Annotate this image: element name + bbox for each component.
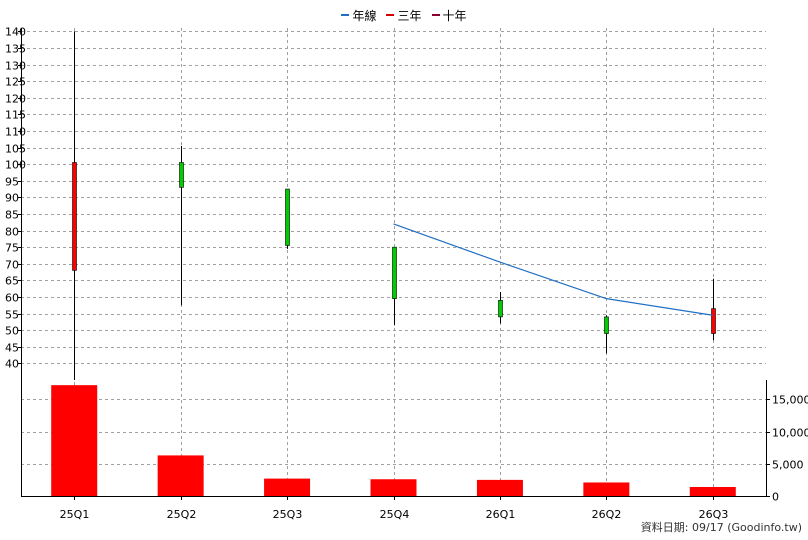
category-label: 25Q1 — [60, 508, 90, 521]
chart-legend: 年線 三年 十年 — [0, 6, 808, 24]
volume-bar — [476, 479, 523, 496]
price-tick-label: 125 — [5, 76, 26, 89]
price-tick-label: 55 — [5, 309, 19, 322]
candle-body — [72, 162, 77, 271]
price-tick-label: 85 — [5, 209, 19, 222]
price-tick-label: 70 — [5, 259, 19, 272]
price-tick-label: 105 — [5, 143, 26, 156]
category-label: 25Q2 — [167, 508, 197, 521]
legend-label-ten-year: 十年 — [442, 8, 467, 23]
price-tick-label: 90 — [5, 192, 19, 205]
candle-body — [604, 316, 609, 334]
legend-swatch-year-line — [341, 14, 350, 16]
price-tick-label: 65 — [5, 275, 19, 288]
data-date-note: 資料日期: 09/17 (Goodinfo.tw) — [640, 521, 802, 534]
price-tick-label: 110 — [5, 126, 26, 139]
price-tick-label: 80 — [5, 226, 19, 239]
year-line-series — [393, 223, 713, 316]
price-tick-label: 45 — [5, 342, 19, 355]
category-label: 26Q1 — [486, 508, 516, 521]
price-tick-label: 40 — [5, 358, 19, 371]
price-tick-label: 100 — [5, 159, 26, 172]
candle-body — [711, 308, 716, 334]
legend-swatch-ten-year — [431, 14, 440, 16]
price-tick-label: 130 — [5, 60, 26, 73]
price-tick-label: 140 — [5, 26, 26, 39]
category-label: 25Q3 — [273, 508, 303, 521]
category-label: 26Q3 — [699, 508, 729, 521]
legend-item-ten-year: 十年 — [431, 7, 467, 24]
volume-bar — [264, 478, 311, 496]
price-tick-label: 75 — [5, 242, 19, 255]
volume-tick-label: 15,000 — [772, 394, 808, 407]
volume-tick-label: 0 — [772, 491, 779, 504]
volume-tick-label: 5,000 — [772, 459, 804, 472]
volume-bar — [689, 486, 736, 496]
price-tick-label: 60 — [5, 292, 19, 305]
candle-body — [285, 188, 290, 246]
legend-label-year-line: 年線 — [352, 8, 377, 23]
volume-bar — [370, 479, 417, 496]
volume-tick-label: 10,000 — [772, 427, 808, 440]
candle-body — [498, 300, 503, 318]
volume-bar — [51, 385, 98, 496]
price-tick-label: 135 — [5, 43, 26, 56]
legend-label-three-year: 三年 — [397, 8, 422, 23]
price-tick-label: 120 — [5, 93, 26, 106]
price-tick-label: 50 — [5, 325, 19, 338]
legend-item-year-line: 年線 — [341, 7, 376, 24]
price-tick-label: 115 — [5, 109, 26, 122]
volume-bar — [583, 482, 630, 496]
legend-item-three-year: 三年 — [386, 7, 422, 24]
candle-body — [392, 246, 397, 299]
category-label: 26Q2 — [592, 508, 622, 521]
legend-swatch-three-year — [386, 14, 395, 16]
category-label: 25Q4 — [380, 508, 410, 521]
candle-body — [179, 162, 184, 188]
volume-bar — [157, 455, 204, 496]
price-tick-label: 95 — [5, 176, 19, 189]
